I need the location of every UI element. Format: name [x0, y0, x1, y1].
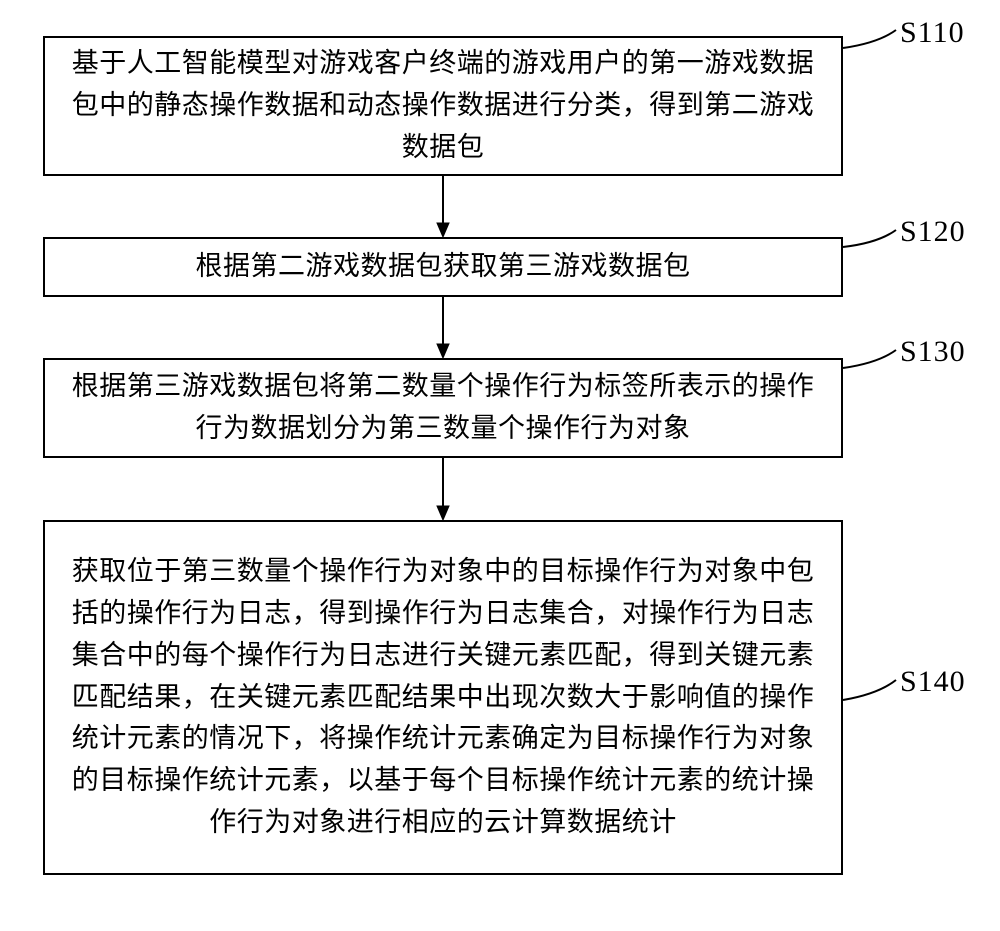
step-label-s130: S130 [900, 335, 966, 369]
flow-node-1: 基于人工智能模型对游戏客户终端的游戏用户的第一游戏数据包中的静态操作数据和动态操… [43, 36, 843, 176]
flow-node-2: 根据第二游戏数据包获取第三游戏数据包 [43, 237, 843, 297]
flow-node-3: 根据第三游戏数据包将第二数量个操作行为标签所表示的操作行为数据划分为第三数量个操… [43, 358, 843, 458]
flow-node-4-text: 获取位于第三数量个操作行为对象中的目标操作行为对象中包括的操作行为日志，得到操作… [67, 551, 819, 844]
flow-node-2-text: 根据第二游戏数据包获取第三游戏数据包 [67, 246, 819, 288]
flow-node-4: 获取位于第三数量个操作行为对象中的目标操作行为对象中包括的操作行为日志，得到操作… [43, 520, 843, 875]
flow-node-1-text: 基于人工智能模型对游戏客户终端的游戏用户的第一游戏数据包中的静态操作数据和动态操… [67, 43, 819, 169]
step-label-s110: S110 [900, 16, 965, 50]
step-label-s140: S140 [900, 665, 966, 699]
flowchart-canvas: 基于人工智能模型对游戏客户终端的游戏用户的第一游戏数据包中的静态操作数据和动态操… [0, 0, 1000, 931]
flow-node-3-text: 根据第三游戏数据包将第二数量个操作行为标签所表示的操作行为数据划分为第三数量个操… [67, 366, 819, 450]
step-label-s120: S120 [900, 215, 966, 249]
